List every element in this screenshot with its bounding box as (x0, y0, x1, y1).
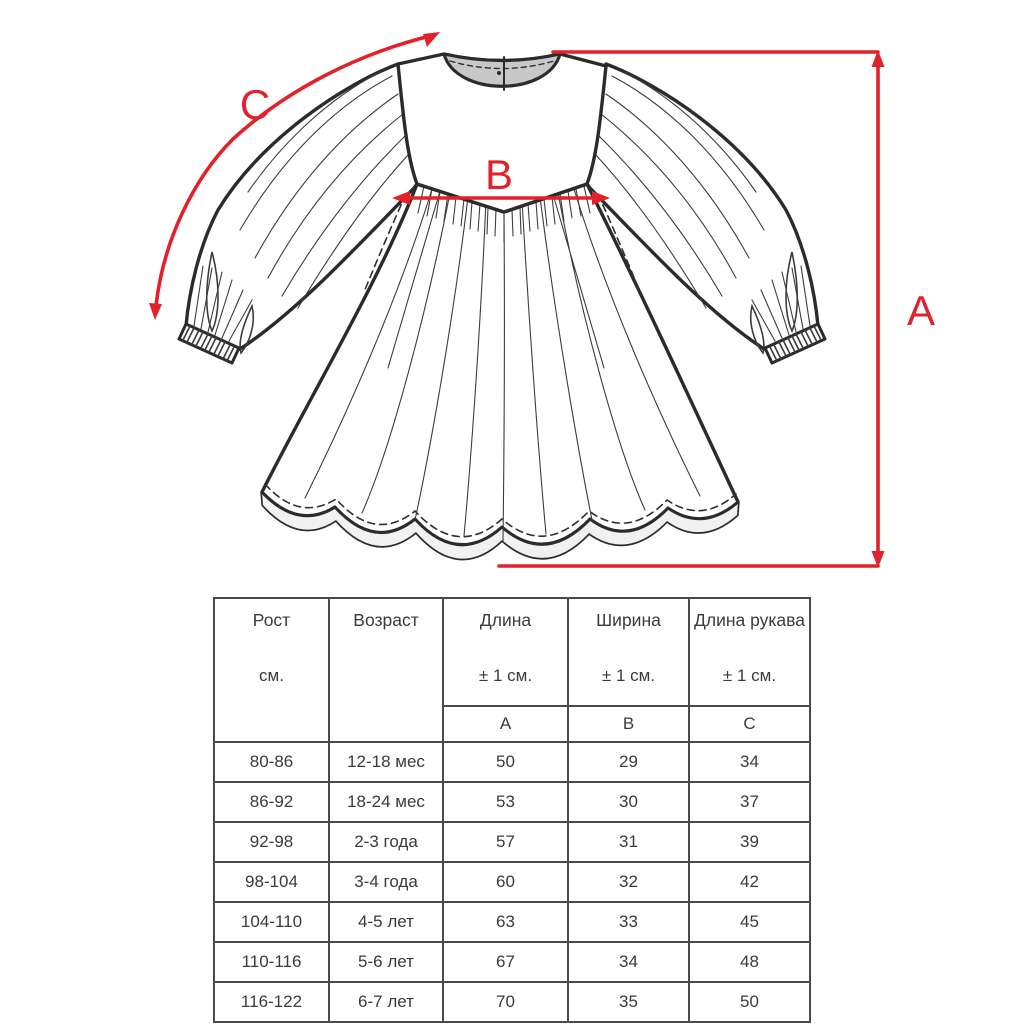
sleeve-fold-petals (205, 251, 255, 355)
measurement-b: B (392, 151, 610, 205)
cell-age: 12-18 мес (328, 741, 444, 783)
table-row: 110-116 5-6 лет 67 34 48 (213, 941, 811, 983)
skirt-fold-lines (304, 188, 701, 542)
cuff-ribbing (182, 325, 235, 362)
cell-age: 3-4 года (328, 861, 444, 903)
cell-sleeve: 39 (688, 821, 811, 863)
measure-a-arrow-up (871, 50, 885, 67)
cell-width: 35 (567, 981, 690, 1023)
measure-c-arc (154, 34, 432, 308)
header-width: Ширина ± 1 см. (567, 597, 690, 707)
table-row: 98-104 3-4 года 60 32 42 (213, 861, 811, 903)
neck-opening (442, 52, 562, 88)
size-table: Рост см. Возраст Длина ± 1 см. Ширина ± … (213, 597, 811, 1023)
label-a: A (907, 287, 935, 334)
hem-fold-line (260, 490, 740, 547)
header-length: Длина ± 1 см. (442, 597, 569, 707)
cell-height: 98-104 (213, 861, 330, 903)
cell-age: 2-3 года (328, 821, 444, 863)
cell-width: 33 (567, 901, 690, 943)
back-button (497, 71, 501, 75)
measure-b-arrow-right (592, 191, 610, 205)
bodice (396, 52, 608, 214)
header-letter-b: B (567, 704, 690, 744)
header-letter-a: A (442, 704, 569, 744)
measure-c-arrow-top (423, 32, 440, 47)
cuff-gather-ticks (193, 265, 253, 342)
cell-age: 6-7 лет (328, 981, 444, 1023)
cell-width: 30 (567, 781, 690, 823)
measure-a-arrow-down (871, 551, 885, 568)
sleeve-gather-lines (239, 71, 410, 309)
cell-width: 31 (567, 821, 690, 863)
cell-length: 60 (442, 861, 569, 903)
header-sleeve: Длина рукава ± 1 см. (688, 597, 811, 707)
cell-sleeve: 45 (688, 901, 811, 943)
label-b: B (485, 151, 513, 198)
measurement-a: A (497, 50, 935, 568)
table-row: 92-98 2-3 года 57 31 39 (213, 821, 811, 863)
cell-age: 18-24 мес (328, 781, 444, 823)
cell-width: 29 (567, 741, 690, 783)
cell-width: 34 (567, 941, 690, 983)
header-sleeve-title: Длина рукава (694, 610, 805, 630)
size-table-header: Рост см. Возраст Длина ± 1 см. Ширина ± … (213, 597, 811, 744)
cell-height: 86-92 (213, 781, 330, 823)
cell-length: 53 (442, 781, 569, 823)
header-age-title: Возраст (353, 610, 419, 630)
cell-sleeve: 34 (688, 741, 811, 783)
header-length-title: Длина (479, 610, 532, 630)
cell-sleeve: 37 (688, 781, 811, 823)
cell-age: 5-6 лет (328, 941, 444, 983)
table-row: 104-110 4-5 лет 63 33 45 (213, 901, 811, 943)
header-age: Возраст (328, 597, 444, 743)
measurement-c: C (149, 32, 440, 320)
cell-height: 104-110 (213, 901, 330, 943)
cell-sleeve: 42 (688, 861, 811, 903)
cell-width: 32 (567, 861, 690, 903)
cell-age: 4-5 лет (328, 901, 444, 943)
header-sleeve-tolerance: ± 1 см. (722, 666, 777, 685)
cell-length: 67 (442, 941, 569, 983)
header-width-title: Ширина (596, 610, 661, 630)
cell-length: 50 (442, 741, 569, 783)
size-table-body: 80-86 12-18 мес 50 29 34 86-92 18-24 мес… (213, 741, 811, 1023)
table-row: 80-86 12-18 мес 50 29 34 (213, 741, 811, 783)
cell-length: 57 (442, 821, 569, 863)
cell-height: 110-116 (213, 941, 330, 983)
hem-band-fill (262, 492, 738, 559)
underarm-seam-dashed (363, 193, 407, 293)
size-table-container: Рост см. Возраст Длина ± 1 см. Ширина ± … (213, 597, 811, 1023)
cell-sleeve: 50 (688, 981, 811, 1023)
sleeve-outline (184, 62, 419, 351)
table-row: 86-92 18-24 мес 53 30 37 (213, 781, 811, 823)
header-letter-c: C (688, 704, 811, 744)
measure-b-arrow-left (392, 191, 410, 205)
header-width-tolerance: ± 1 см. (601, 666, 656, 685)
measure-c-arrow-bottom (149, 303, 162, 320)
hem-stitch-line (264, 483, 737, 538)
header-height-title: Рост (252, 610, 291, 630)
sleeve-left (177, 62, 419, 365)
header-length-tolerance: ± 1 см. (478, 666, 533, 685)
cell-sleeve: 48 (688, 941, 811, 983)
cell-length: 63 (442, 901, 569, 943)
cell-height: 116-122 (213, 981, 330, 1023)
neckline-stitch (449, 60, 555, 70)
header-height-unit: см. (259, 666, 284, 685)
dress-technical-drawing: A B C (149, 32, 935, 568)
label-c: C (240, 81, 270, 128)
header-height: Рост см. (213, 597, 330, 743)
cell-height: 92-98 (213, 821, 330, 863)
skirt (260, 182, 740, 561)
table-row: 116-122 6-7 лет 70 35 50 (213, 981, 811, 1023)
cell-length: 70 (442, 981, 569, 1023)
cell-height: 80-86 (213, 741, 330, 783)
